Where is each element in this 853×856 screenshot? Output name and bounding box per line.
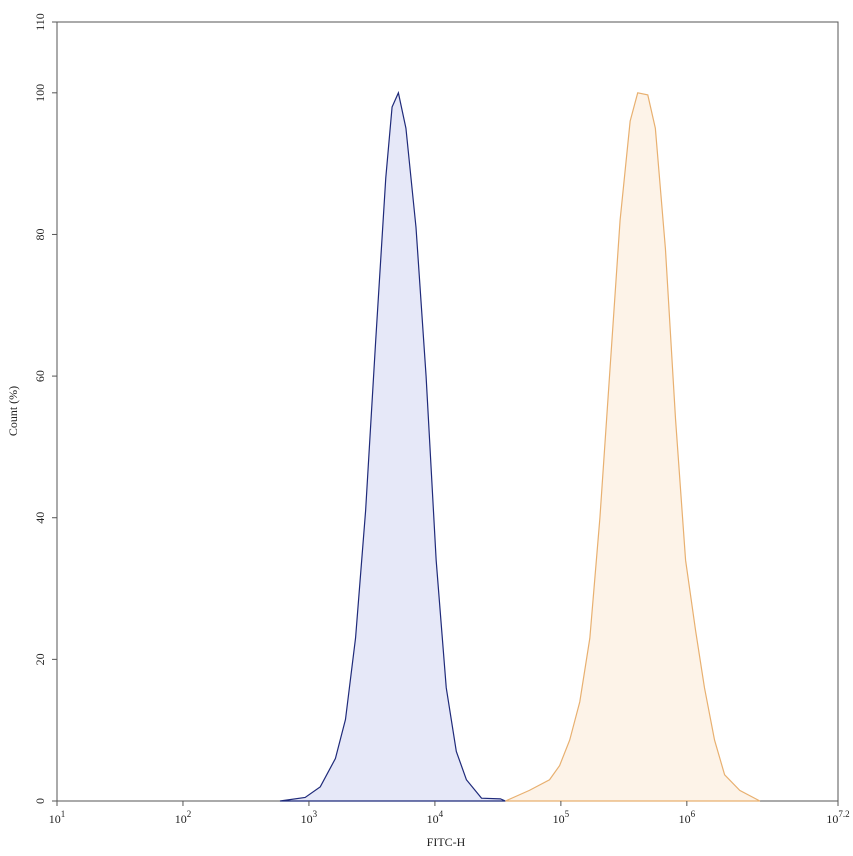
x-axis-label: FITC-H xyxy=(427,835,466,849)
x-tick-base: 10 xyxy=(49,812,61,826)
y-tick-label: 0 xyxy=(33,798,47,804)
x-tick-power: 6 xyxy=(691,809,696,819)
histogram-area xyxy=(505,92,761,802)
y-tick-label: 80 xyxy=(33,228,47,240)
plot-frame xyxy=(56,21,839,802)
x-tick-label: 107.2 xyxy=(826,809,849,826)
y-tick-label: 100 xyxy=(33,84,47,102)
x-tick-label: 103 xyxy=(301,809,318,826)
x-tick-base: 10 xyxy=(553,812,565,826)
x-tick-power: 5 xyxy=(565,809,570,819)
x-tick-power: 2 xyxy=(187,809,192,819)
x-tick-label: 104 xyxy=(427,809,444,826)
x-tick-label: 106 xyxy=(679,809,696,826)
y-tick-label: 110 xyxy=(33,13,47,31)
x-tick-base: 10 xyxy=(679,812,691,826)
x-tick-power: 4 xyxy=(439,809,444,819)
x-tick-power: 3 xyxy=(313,809,318,819)
x-tick-label: 102 xyxy=(175,809,192,826)
x-tick-base: 10 xyxy=(427,812,439,826)
x-tick-label: 105 xyxy=(553,809,570,826)
y-tick-label: 60 xyxy=(33,370,47,382)
x-tick-power: 1 xyxy=(61,809,66,819)
x-tick-power: 7.2 xyxy=(838,809,849,819)
x-tick-base: 10 xyxy=(826,812,838,826)
y-axis-label: Count (%) xyxy=(6,386,20,436)
x-tick-base: 10 xyxy=(301,812,313,826)
x-tick-label: 101 xyxy=(49,809,66,826)
y-tick-label: 20 xyxy=(33,653,47,665)
histogram-area xyxy=(279,90,506,802)
y-tick-label: 40 xyxy=(33,512,47,524)
x-tick-base: 10 xyxy=(175,812,187,826)
